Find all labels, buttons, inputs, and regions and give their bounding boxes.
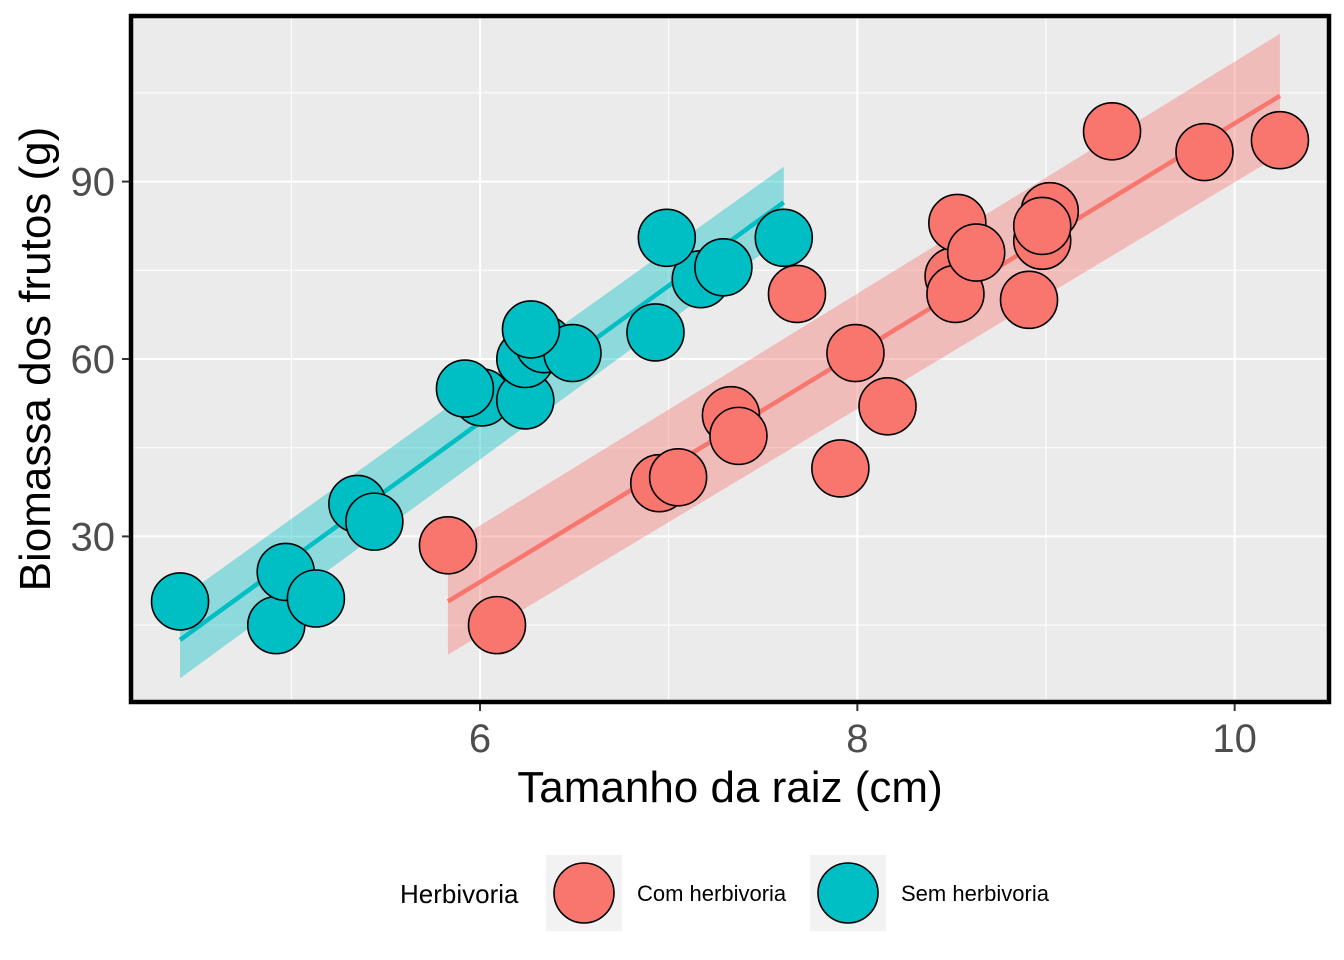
x-axis-title: Tamanho da raiz (cm): [517, 763, 942, 812]
data-point-com-herbivoria: [767, 264, 827, 324]
data-point-com-herbivoria: [1012, 196, 1072, 256]
y-tick-label: 90: [71, 161, 116, 205]
data-point-com-herbivoria: [648, 447, 708, 507]
data-point-sem-herbivoria: [754, 208, 814, 268]
data-point-com-herbivoria: [418, 515, 478, 575]
data-point-com-herbivoria: [1082, 102, 1142, 161]
legend-label-com-herbivoria: Com herbivoria: [637, 881, 787, 906]
y-axis-ticks: 30 60 90: [71, 161, 129, 559]
data-points: [150, 102, 1310, 655]
y-axis-title: Biomassa dos frutos (g): [11, 127, 60, 592]
y-tick-label: 30: [71, 515, 116, 559]
data-point-sem-herbivoria: [694, 238, 753, 297]
data-point-sem-herbivoria: [150, 572, 210, 631]
legend-label-sem-herbivoria: Sem herbivoria: [901, 881, 1050, 906]
x-axis-ticks: 6 8 10: [469, 704, 1257, 761]
data-point-com-herbivoria: [1250, 110, 1310, 170]
x-tick-label: 8: [846, 717, 868, 761]
data-point-com-herbivoria: [811, 439, 870, 498]
legend: Herbivoria Com herbivoria Sem herbivoria: [400, 855, 1050, 931]
legend-title: Herbivoria: [400, 879, 519, 909]
plot-border: [128, 13, 1332, 705]
data-point-sem-herbivoria: [435, 359, 495, 418]
data-point-sem-herbivoria: [637, 208, 697, 268]
x-tick-label: 6: [469, 717, 491, 761]
y-tick-label: 60: [71, 338, 116, 382]
data-point-com-herbivoria: [826, 323, 885, 383]
grid-lines: [131, 16, 1329, 702]
legend-key-com-herbivoria: [553, 862, 615, 924]
data-point-sem-herbivoria: [501, 300, 561, 359]
legend-key-sem-herbivoria: [817, 862, 879, 924]
data-point-sem-herbivoria: [626, 303, 685, 362]
data-point-com-herbivoria: [467, 595, 527, 655]
data-point-com-herbivoria: [946, 223, 1006, 282]
data-point-com-herbivoria: [858, 377, 917, 436]
data-point-sem-herbivoria: [345, 492, 404, 551]
data-point-com-herbivoria: [999, 270, 1059, 330]
data-point-sem-herbivoria: [286, 569, 346, 628]
data-point-com-herbivoria: [709, 406, 768, 466]
data-point-com-herbivoria: [1175, 122, 1234, 182]
x-tick-label: 10: [1212, 717, 1257, 761]
